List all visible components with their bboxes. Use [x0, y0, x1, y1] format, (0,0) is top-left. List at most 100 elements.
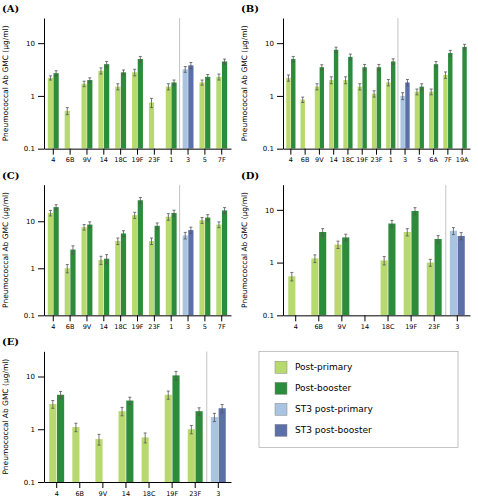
x-tick-mark — [221, 149, 222, 155]
x-axis: 46B9V1418C19F23F3 — [45, 482, 232, 498]
x-tick-mark — [204, 315, 205, 321]
error-bar — [133, 212, 136, 218]
bar — [138, 59, 143, 149]
bar — [82, 84, 87, 149]
error-bar — [301, 97, 304, 102]
error-bar — [392, 59, 395, 65]
y-tick: 1 — [270, 259, 283, 267]
y-tick-label: 1 — [31, 426, 35, 434]
series — [188, 227, 193, 315]
bar — [450, 231, 457, 316]
error-bar — [156, 223, 159, 229]
x-tick-mark — [333, 149, 334, 155]
series — [405, 79, 409, 148]
bar — [319, 232, 326, 315]
y-tick: 10 — [265, 40, 283, 48]
x-tick-mark — [125, 482, 126, 488]
y-tick-label: 1 — [31, 265, 35, 273]
bar — [342, 237, 349, 315]
error-bar — [105, 255, 108, 264]
panel: 46B9V1418C19F23F1356A7F19A0.1110Pneumoco… — [240, 3, 471, 164]
x-tick-mark — [347, 149, 348, 155]
x-tick-label: 3 — [455, 323, 459, 331]
bar — [205, 218, 210, 316]
y-tick-label: 10 — [265, 40, 274, 48]
error-bar — [313, 255, 316, 263]
error-bar — [167, 84, 170, 90]
x-tick: 5 — [203, 149, 207, 165]
error-bar — [213, 413, 216, 421]
x-tick-label: 19F — [356, 156, 368, 164]
x-tick: 6B — [75, 482, 84, 498]
bar — [415, 92, 419, 149]
x-tick-mark — [195, 482, 196, 488]
x-tick: 1 — [169, 315, 173, 331]
y-tick: 10 — [26, 373, 44, 381]
x-tick: 3 — [186, 315, 190, 331]
bar — [183, 69, 188, 148]
error-bar — [139, 56, 142, 62]
series — [183, 232, 188, 315]
bar — [121, 233, 126, 315]
error-bar — [88, 222, 91, 228]
x-tick: 3 — [403, 149, 407, 165]
x-tick-label: 14 — [100, 323, 108, 331]
error-bar — [292, 56, 295, 62]
x-tick: 6B — [314, 315, 323, 331]
error-bar — [221, 404, 224, 412]
bar — [132, 72, 137, 148]
panel-title: (E) — [2, 336, 19, 347]
x-tick: 19F — [356, 149, 368, 165]
x-tick-mark — [120, 315, 121, 321]
error-bar — [463, 44, 466, 49]
bar — [315, 87, 319, 149]
y-tick-label: 0.1 — [263, 145, 274, 153]
x-tick-mark — [171, 149, 172, 155]
x-tick-label: 14 — [361, 323, 369, 331]
x-tick-label: 18C — [143, 490, 156, 498]
error-bar — [336, 241, 339, 248]
series — [291, 44, 467, 148]
y-tick-mark — [277, 210, 283, 211]
y-tick: 0.1 — [24, 479, 44, 487]
x-tick-label: 7F — [218, 323, 226, 331]
x-tick-label: 4 — [55, 490, 59, 498]
bar — [404, 232, 411, 315]
x-tick-label: 6B — [301, 156, 310, 164]
error-bar — [198, 408, 201, 415]
error-bar — [287, 75, 290, 81]
error-bar — [122, 70, 125, 75]
y-axis-title: Pneumococcal Ab GMC (μg/ml) — [1, 192, 10, 308]
plot-area — [48, 185, 227, 316]
x-tick-mark — [188, 315, 189, 321]
x-tick-label: 14 — [330, 156, 338, 164]
y-tick: 10 — [26, 40, 44, 48]
x-tick: 14 — [100, 149, 108, 165]
x-tick-mark — [172, 482, 173, 488]
y-tick-mark — [277, 263, 283, 264]
error-bar — [59, 391, 62, 398]
bar — [115, 241, 120, 315]
y-tick-label: 0.1 — [24, 145, 35, 153]
bar — [381, 260, 388, 315]
error-bar — [429, 259, 432, 266]
x-tick-label: 3 — [186, 323, 190, 331]
error-bar — [173, 80, 176, 85]
error-bar — [321, 229, 324, 236]
x-tick-label: 19F — [405, 323, 417, 331]
panel-title: (C) — [2, 170, 19, 181]
error-bar — [51, 401, 54, 409]
x-tick: 18C — [114, 315, 127, 331]
y-tick-label: 1 — [270, 93, 274, 101]
bar — [48, 213, 53, 315]
bar — [320, 67, 324, 148]
x-tick-label: 4 — [51, 156, 55, 164]
error-bar — [415, 89, 418, 95]
bar — [388, 224, 395, 316]
x-tick-label: 7F — [218, 156, 226, 164]
error-bar — [315, 84, 318, 90]
bar — [334, 50, 338, 149]
bar — [70, 250, 75, 316]
x-axis: 46B9V1418C19F23F1357F — [45, 315, 232, 331]
error-bar — [223, 208, 226, 214]
